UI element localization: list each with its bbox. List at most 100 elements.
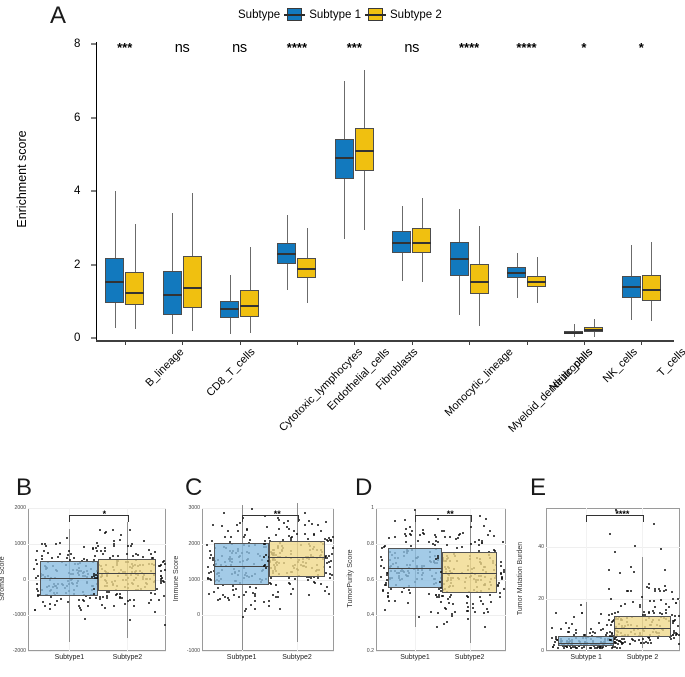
- panel-d-data-point: [435, 596, 438, 599]
- panel-d-data-point: [433, 534, 436, 537]
- panel-a-median: [584, 328, 604, 331]
- panel-e-data-point: [580, 604, 583, 607]
- panel-a-y-axis-line: [96, 42, 98, 340]
- panel-e-x-label-2: Subtype 2: [626, 654, 659, 661]
- panel-d-data-point: [393, 536, 396, 539]
- panel-d-data-point: [441, 594, 444, 597]
- panel-b-data-point: [84, 594, 87, 597]
- panel-e-data-point: [582, 633, 585, 636]
- panel-b-data-point: [130, 542, 133, 545]
- panel-a-y-tick: [91, 43, 96, 45]
- panel-b-data-point: [160, 578, 163, 581]
- panel-e-data-point: [627, 590, 630, 593]
- panel-d-data-point: [380, 565, 383, 567]
- panel-c-data-point: [317, 523, 320, 526]
- panel-d-data-point: [440, 571, 443, 574]
- panel-c-data-point: [296, 533, 299, 536]
- panel-e-data-point: [663, 589, 666, 592]
- panel-c-data-point: [216, 598, 219, 601]
- panel-c-data-point: [313, 533, 316, 536]
- panel-c-data-point: [268, 539, 271, 542]
- panel-d-data-point: [480, 539, 483, 542]
- panel-b-data-point: [98, 597, 101, 600]
- panel-e-data-point: [569, 644, 572, 647]
- panel-d-data-point: [449, 593, 452, 596]
- panel-e-data-point: [642, 642, 645, 645]
- panel-b-data-point: [114, 594, 117, 597]
- panel-c-data-point: [317, 577, 320, 580]
- panel-d-data-point: [388, 600, 391, 603]
- panel-e-data-point: [671, 621, 674, 624]
- panel-d-data-point: [457, 533, 460, 536]
- panel-e-x-label-1: Subtype 1: [570, 654, 602, 661]
- panel-c-y-tick-label: 0: [197, 612, 200, 619]
- panel-b-data-point: [159, 574, 162, 577]
- panel-c-data-point: [223, 595, 226, 598]
- panel-a-y-tick: [91, 264, 96, 265]
- panel-b-data-point: [106, 596, 109, 599]
- panel-d-data-point: [489, 594, 492, 597]
- panel-c-data-point: [290, 593, 293, 596]
- panel-c-data-point: [206, 543, 209, 546]
- panel-d-data-point: [502, 569, 505, 572]
- panel-b-data-point: [149, 592, 152, 595]
- panel-a-x-tick: [641, 341, 643, 345]
- panel-d-data-point: [383, 584, 386, 587]
- panel-d-data-point: [438, 587, 441, 590]
- panel-b-x-label-2: Subtype2: [112, 654, 143, 661]
- panel-e-data-point: [597, 645, 600, 648]
- panel-c-data-point: [229, 536, 232, 539]
- panel-d-data-point: [385, 574, 388, 577]
- panel-d-data-point: [429, 610, 432, 613]
- panel-c-x-label-1: Subtype1: [226, 654, 257, 661]
- panel-e-data-point: [647, 641, 650, 644]
- panel-b-data-point: [153, 593, 156, 596]
- panel-d-data-point: [448, 601, 451, 604]
- panel-c-data-point: [307, 578, 310, 581]
- panel-b-data-point: [164, 568, 167, 571]
- panel-a-significance-neutrophils: ****: [516, 40, 537, 55]
- panel-b-median: [40, 578, 99, 580]
- panel-b-data-point: [93, 573, 96, 576]
- panel-e-data-point: [656, 637, 659, 640]
- panel-e-significance-bracket: [586, 515, 645, 522]
- panel-b-data-point: [82, 546, 85, 549]
- panel-b-data-point: [103, 547, 106, 550]
- panel-d-data-point: [386, 591, 389, 594]
- panel-c-data-point: [211, 539, 214, 542]
- panel-e-data-point: [632, 601, 635, 604]
- panel-a-box-cytotoxic_lymphocytes-subtype-2: [240, 290, 259, 317]
- panel-c-data-point: [263, 600, 266, 603]
- panel-e-data-point: [626, 589, 629, 592]
- panel-c-data-point: [244, 607, 247, 610]
- panel-b-data-point: [147, 601, 150, 604]
- panel-e-data-point: [611, 621, 614, 624]
- panel-c-data-point: [263, 563, 266, 566]
- panel-b-data-point: [142, 555, 145, 558]
- panel-d-data-point: [386, 594, 389, 597]
- panel-b-data-point: [101, 595, 104, 598]
- panel-c-data-point: [274, 534, 277, 537]
- panel-d-data-point: [500, 575, 503, 578]
- panel-c-data-point: [288, 534, 291, 537]
- panel-a-median: [564, 331, 584, 334]
- panel-d-data-point: [477, 549, 480, 552]
- panel-e-data-point: [658, 611, 661, 614]
- panel-c-data-point: [325, 539, 328, 542]
- panel-e: E 0 20 40 Tumor Mutation Burden Subtype 1 Sub…: [512, 476, 685, 677]
- panel-b-data-point: [161, 576, 164, 579]
- panel-b-data-point: [35, 562, 38, 565]
- panel-c-data-point: [249, 539, 252, 542]
- panel-d-data-point: [440, 530, 443, 533]
- panel-c-box-2: [269, 541, 325, 577]
- panel-d-data-point: [485, 607, 488, 610]
- panel-e-data-point: [671, 598, 674, 601]
- panel-a-median: [277, 253, 297, 256]
- panel-a-x-tick: [124, 341, 126, 345]
- panel-e-data-point: [554, 612, 557, 615]
- panel-e-y-axis-title: Tumor Mutation Burden: [516, 541, 524, 615]
- panel-e-data-point: [654, 589, 657, 592]
- panel-e-data-point: [674, 619, 677, 622]
- panel-b-data-point: [73, 556, 76, 559]
- panel-d-data-point: [497, 582, 500, 585]
